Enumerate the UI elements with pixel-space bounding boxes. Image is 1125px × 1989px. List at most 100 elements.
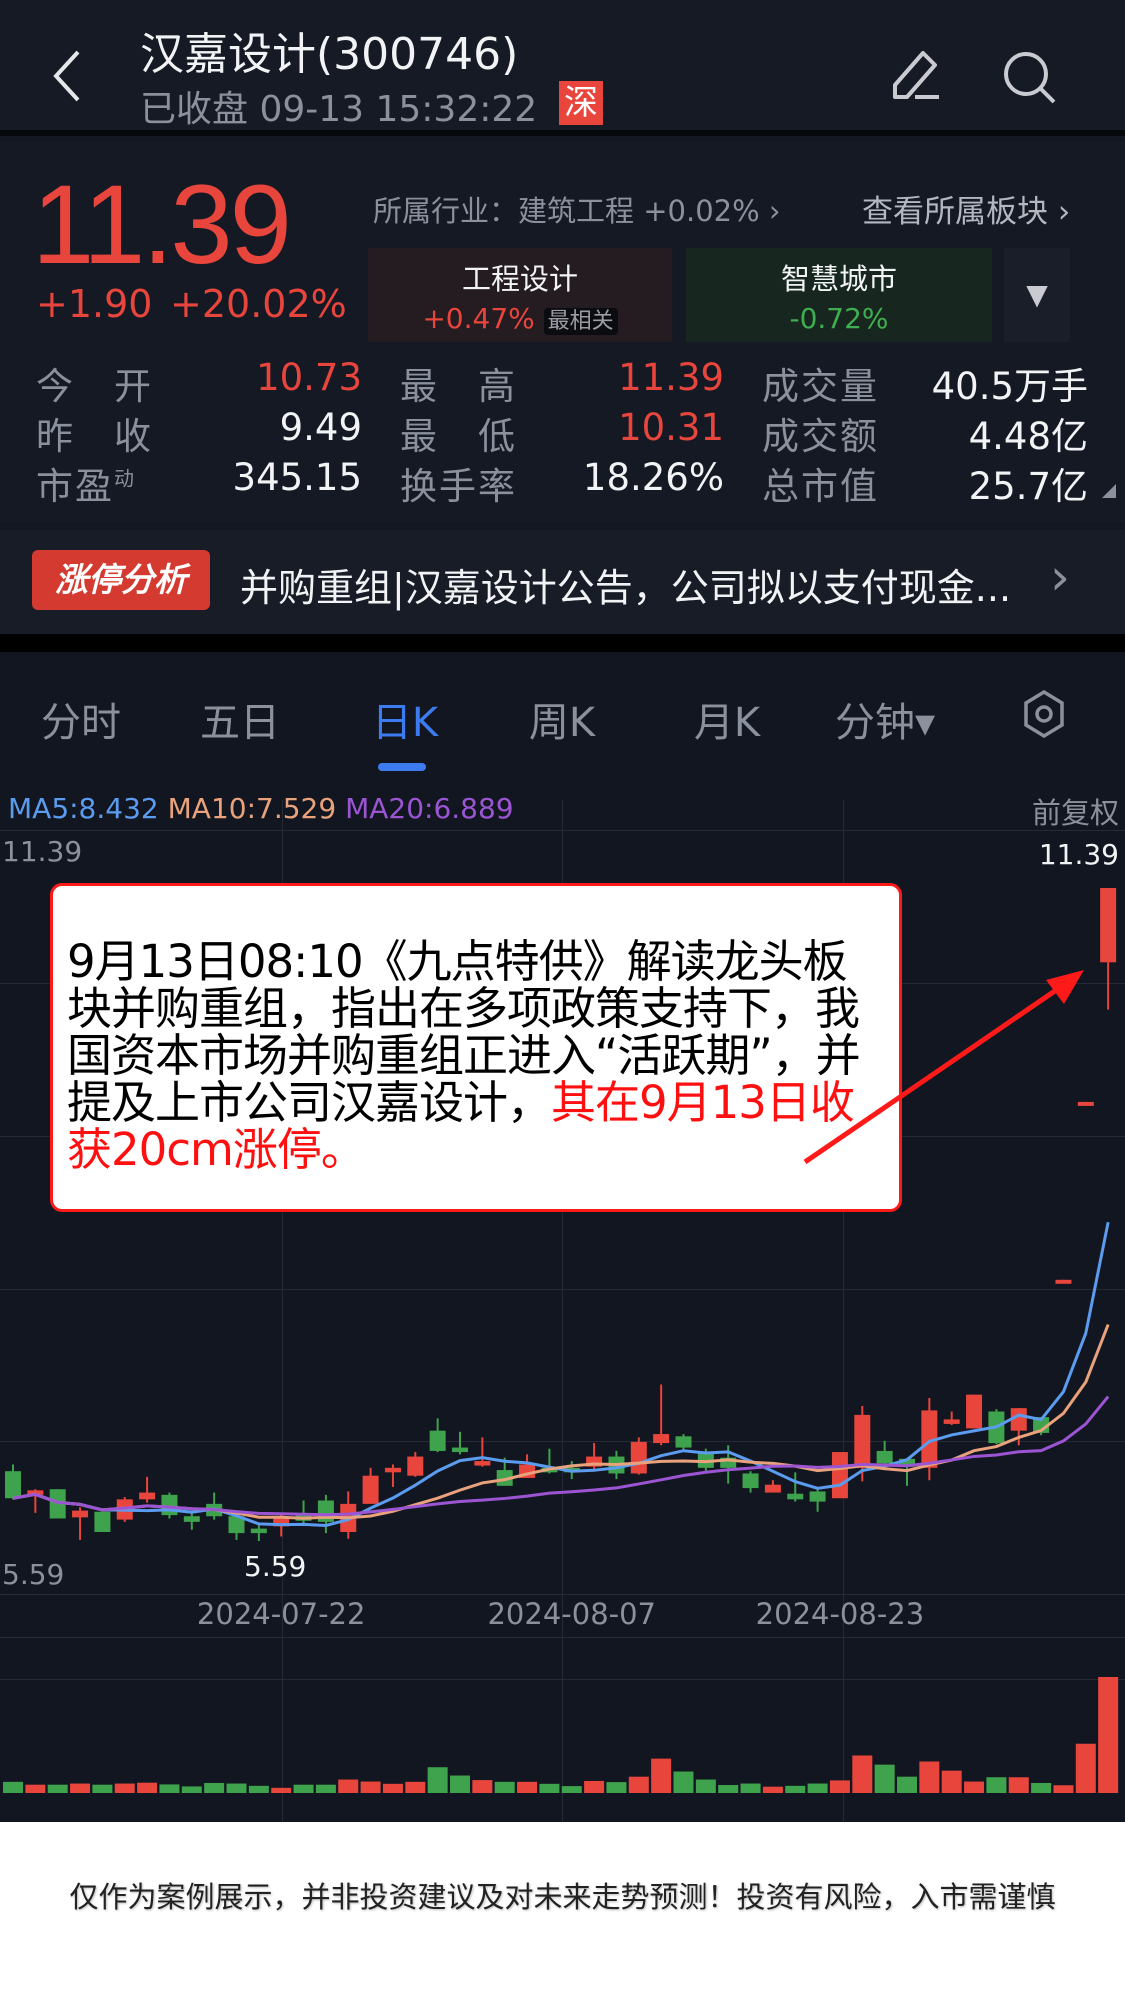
- stat-label-prev-close: 昨 收: [36, 415, 153, 458]
- x-axis-date-label: 2024-07-22: [196, 1597, 366, 1631]
- stock-title: 汉嘉设计(300746): [140, 29, 519, 80]
- section-divider: [0, 634, 1125, 652]
- stat-label-low: 最 低: [400, 415, 517, 458]
- volume-bar: [561, 1786, 582, 1793]
- sector-card-engineering-design[interactable]: 工程设计 +0.47% 最相关: [368, 248, 672, 342]
- annotation-callout: 9月13日08:10《九点特供》解读龙头板块并购重组，指出在多项政策支持下，我国…: [50, 883, 902, 1212]
- candle-body: [407, 1456, 424, 1476]
- stat-open: 10.73: [256, 356, 362, 399]
- low-price-marker: 5.59: [244, 1550, 307, 1583]
- annotation-text: 9月13日08:10《九点特供》解读龙头板块并购重组，指出在多项政策支持下，我国…: [67, 935, 861, 1129]
- limit-up-analysis-banner[interactable]: 涨停分析 并购重组|汉嘉设计公告，公司拟以支付现金... ›: [0, 530, 1125, 634]
- chevron-right-icon: ›: [1050, 548, 1070, 606]
- volume-bar: [1008, 1777, 1029, 1793]
- industry-name: 建筑工程: [518, 194, 635, 228]
- tab-monthly-k[interactable]: 月K: [693, 700, 761, 746]
- candle-body: [697, 1452, 714, 1468]
- volume-bar: [807, 1783, 828, 1793]
- search-icon[interactable]: [1000, 48, 1060, 108]
- tab-weekly-k[interactable]: 周K: [528, 700, 596, 746]
- candle-body: [809, 1491, 826, 1502]
- grid-line: [282, 800, 283, 1822]
- ma5-line: [12, 1221, 1110, 1527]
- price-change: +1.90: [36, 282, 153, 326]
- sector-change: +0.47%: [422, 302, 535, 335]
- top-bar: 汉嘉设计(300746) 已收盘 09-13 15:32:22 深: [0, 0, 1125, 136]
- candle-body: [72, 1510, 89, 1518]
- tab-five-day[interactable]: 五日: [200, 700, 280, 746]
- volume-bar: [226, 1783, 247, 1793]
- tab-minute[interactable]: 分钟▾: [834, 700, 936, 746]
- adjust-mode-button[interactable]: 前复权: [1031, 796, 1119, 830]
- volume-bar: [248, 1785, 269, 1793]
- volume-bar: [941, 1770, 962, 1793]
- industry-link[interactable]: 所属行业：建筑工程 +0.02% ›: [373, 188, 781, 230]
- quote-panel: 11.39 +1.90 +20.02% 所属行业：建筑工程 +0.02% › 查…: [0, 142, 1125, 522]
- chart-settings-icon[interactable]: [1022, 690, 1066, 738]
- stat-label-pe: 市盈动: [36, 456, 136, 510]
- caret-down-icon: ▼: [1026, 278, 1048, 311]
- ma10-value: MA10:7.529: [167, 792, 337, 825]
- candle-body: [586, 1456, 603, 1467]
- view-sectors-link[interactable]: 查看所属板块 ›: [862, 186, 1070, 231]
- stat-low: 10.31: [618, 406, 724, 449]
- volume-bar: [405, 1781, 426, 1793]
- candle-body: [183, 1516, 200, 1522]
- volume-bar: [137, 1782, 158, 1793]
- sector-card-smart-city[interactable]: 智慧城市 -0.72%: [686, 248, 992, 342]
- volume-bar: [47, 1784, 68, 1793]
- volume-bar: [494, 1781, 515, 1793]
- stat-label-turnover-rate: 换手率: [400, 465, 517, 508]
- grid-line: [562, 800, 563, 1822]
- chevron-left-icon[interactable]: [50, 48, 84, 104]
- volume-bar: [874, 1764, 895, 1793]
- candle-body: [139, 1492, 156, 1500]
- grid-line: [0, 1289, 1125, 1290]
- stat-high: 11.39: [618, 356, 724, 399]
- volume-bar: [539, 1783, 560, 1793]
- volume-bar: [964, 1781, 985, 1793]
- candle-body: [474, 1461, 491, 1466]
- volume-bar: [315, 1784, 336, 1793]
- stat-label-market-cap: 总市值: [762, 465, 879, 508]
- footer: 仅作为案例展示，并非投资建议及对未来走势预测！投资有风险，入市需谨慎: [0, 1822, 1125, 1989]
- sector-dropdown-button[interactable]: ▼: [1004, 248, 1070, 342]
- limit-up-analysis-badge: 涨停分析: [32, 550, 210, 610]
- price-change-pct: +20.02%: [170, 282, 347, 326]
- market-status: 已收盘 09-13 15:32:22: [140, 89, 538, 130]
- volume-bar: [919, 1761, 940, 1793]
- chevron-right-icon: ›: [1057, 194, 1071, 230]
- volume-bar: [1053, 1785, 1074, 1793]
- volume-bar: [829, 1780, 850, 1793]
- x-axis-date-label: 2024-08-23: [755, 1597, 925, 1631]
- volume-bar: [382, 1783, 403, 1793]
- candle-body: [943, 1419, 960, 1424]
- stat-label-open: 今 开: [36, 365, 153, 408]
- candle-body: [5, 1471, 21, 1499]
- candle-body: [27, 1490, 44, 1495]
- volume-bar: [584, 1780, 605, 1793]
- industry-change: +0.02%: [643, 194, 760, 228]
- disclaimer: 仅作为案例展示，并非投资建议及对未来走势预测！投资有风险，入市需谨慎: [69, 1880, 1056, 1914]
- volume-bar: [427, 1767, 448, 1793]
- candle-body: [764, 1484, 781, 1493]
- expand-corner-icon[interactable]: [1102, 484, 1116, 498]
- sector-name: 工程设计: [461, 262, 578, 296]
- candle-body: [1055, 1279, 1072, 1284]
- volume-bar: [92, 1784, 113, 1793]
- last-price: 11.39: [32, 162, 292, 287]
- candle-body: [452, 1447, 468, 1453]
- candle-body: [876, 1450, 893, 1464]
- stat-volume: 40.5万手: [931, 365, 1088, 408]
- candle-body: [675, 1436, 692, 1448]
- ma20-line: [12, 1395, 1110, 1517]
- industry-label: 所属行业：: [373, 194, 519, 228]
- ma-legend: MA5:8.432 MA10:7.529 MA20:6.889: [8, 792, 514, 825]
- tab-intraday[interactable]: 分时: [41, 700, 121, 746]
- volume-bar: [785, 1785, 806, 1793]
- tab-daily-k[interactable]: 日K: [371, 700, 439, 746]
- stat-label-high: 最 高: [400, 365, 517, 408]
- pencil-icon[interactable]: [885, 45, 945, 107]
